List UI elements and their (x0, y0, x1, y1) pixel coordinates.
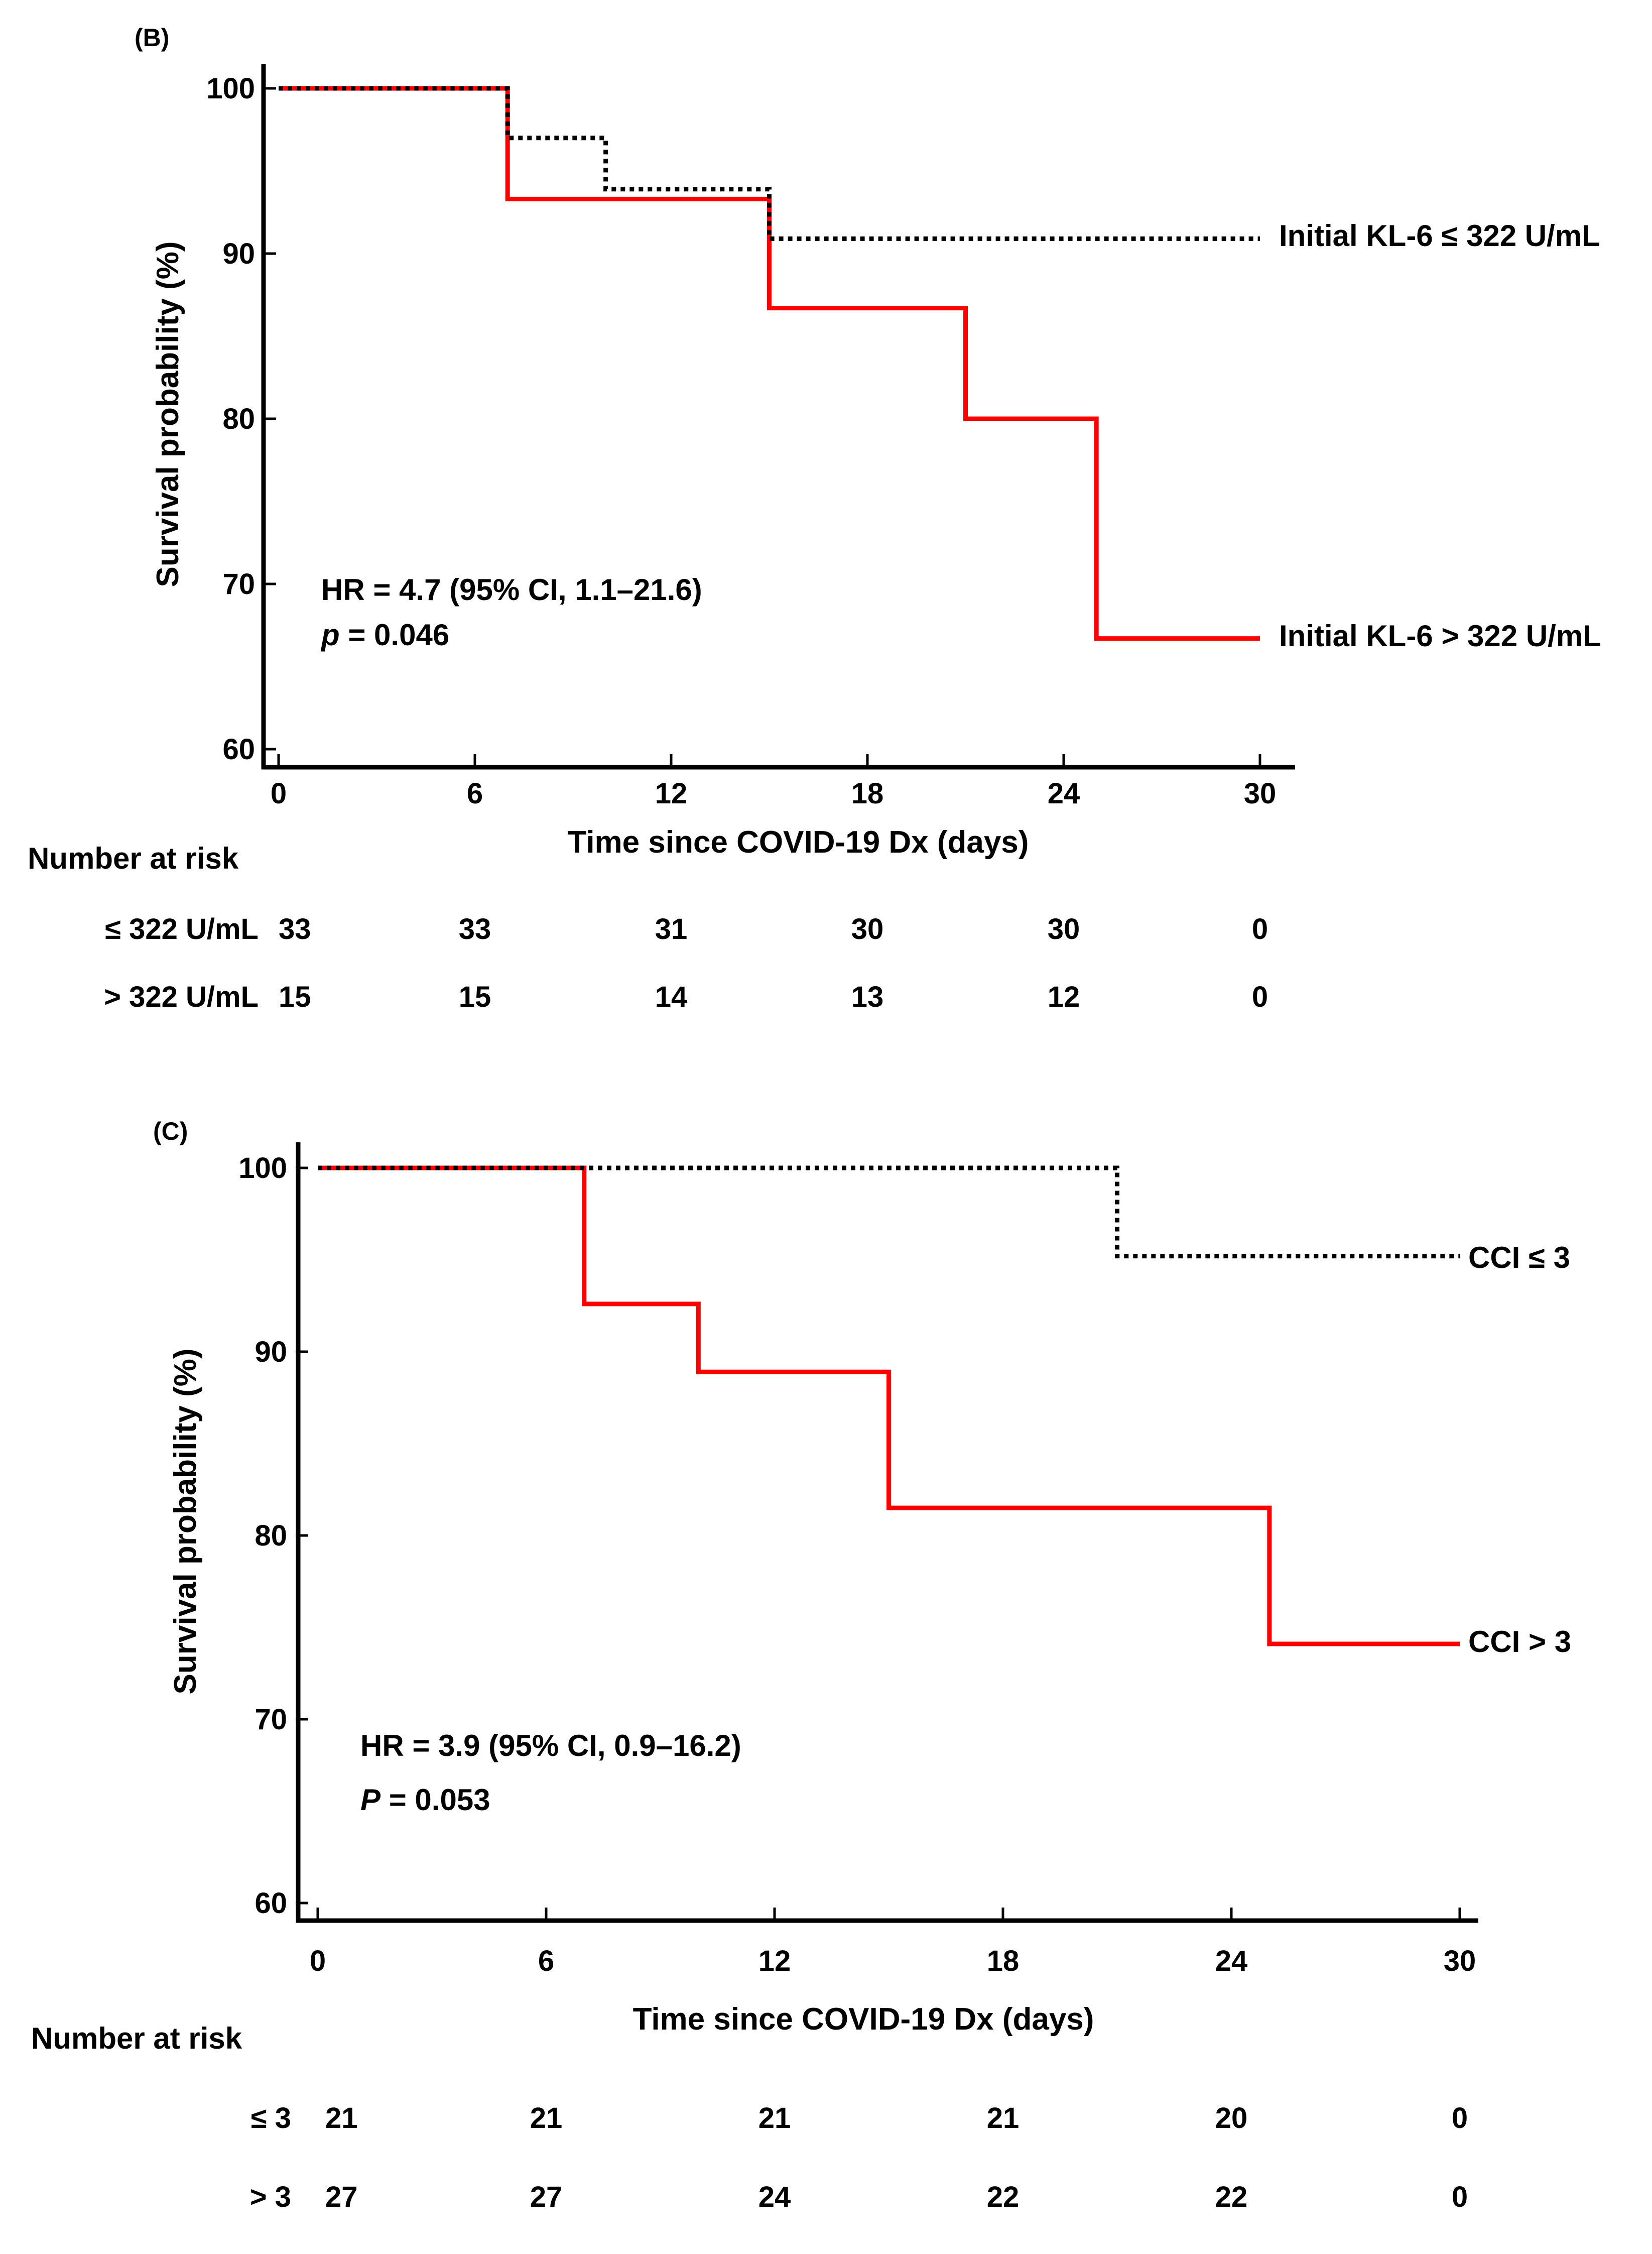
panel-b-risk-row-0-cell-2: 31 (655, 913, 688, 945)
panel-b-risk-cells: 33 33 31 30 30 0 15 15 14 13 12 0 (279, 913, 1268, 1013)
panel-c-curves (318, 1165, 1460, 1646)
panel-c-risk-row-1-cell-3: 22 (987, 2181, 1020, 2213)
panel-c-risk-row-label-1: > 3 (250, 2181, 291, 2213)
panel-c-ticks: 0 6 12 18 24 30 60 70 80 90 100 (238, 1152, 1476, 1977)
panel-b-risk-row-label-0: ≤ 322 U/mL (105, 913, 259, 945)
panel-b-risk-row-1-cell-4: 12 (1048, 981, 1080, 1013)
panel-c-risk-cells: 21 21 21 21 20 0 27 27 24 22 22 0 (325, 2102, 1468, 2213)
panel-b-risk-row-1-cell-3: 13 (851, 981, 884, 1013)
panel-c-p-letter: P (360, 1783, 381, 1817)
panel-b-x-tick-label-0: 0 (271, 777, 287, 810)
panel-b-y-tick-label-60: 60 (222, 733, 255, 766)
panel-b-risk-row-0-cell-1: 33 (459, 913, 491, 945)
panel-b-hazard-ratio: HR = 4.7 (95% CI, 1.1–21.6) (321, 573, 702, 607)
panel-c-curve-high-risk-group (318, 1165, 1460, 1646)
panel-c-risk-title: Number at risk (31, 2022, 242, 2055)
panel-b-x-tick-label-12: 12 (655, 777, 688, 810)
panel-c-risk-row-1-cell-4: 22 (1215, 2181, 1248, 2213)
panel-b-risk-row-0-cell-0: 33 (279, 913, 311, 945)
panel-b-risk-row-0-cell-4: 30 (1048, 913, 1080, 945)
panel-c-p-value: P = 0.053 (360, 1783, 490, 1817)
panel-c-x-tick-label-0: 0 (310, 1945, 326, 1977)
panel-c-risk-row-label-0: ≤ 3 (251, 2102, 291, 2134)
panel-b-risk-row-1-cell-0: 15 (279, 981, 311, 1013)
panel-c-y-tick-label-90: 90 (255, 1336, 287, 1368)
panel-c-risk-row-1-cell-0: 27 (325, 2181, 358, 2213)
panel-c-x-tick-label-18: 18 (987, 1945, 1020, 1977)
panel-b-y-tick-label-100: 100 (206, 72, 255, 105)
panel-b-risk-table: Number at risk ≤ 322 U/mL > 322 U/mL 33 3… (28, 842, 1268, 1013)
panel-c-risk-row-0-cell-0: 21 (325, 2102, 358, 2134)
panel-b-risk-row-0-cell-3: 30 (851, 913, 884, 945)
panel-c-x-tick-label-12: 12 (758, 1945, 791, 1977)
panel-c-risk-row-0-cell-1: 21 (530, 2102, 563, 2134)
panel-b-y-tick-label-80: 80 (222, 403, 255, 435)
panel-b-label: (B) (135, 24, 169, 52)
panel-c: (C) 0 6 12 18 24 30 60 70 80 90 100 Survival proba… (31, 1117, 1571, 2213)
panel-c-curve-low-risk-group (318, 1165, 1460, 1259)
panel-c-series-label-low: CCI ≤ 3 (1468, 1241, 1570, 1274)
panel-b-curve-high-risk-group (279, 86, 1260, 641)
panel-b-x-tick-label-18: 18 (851, 777, 884, 810)
panel-c-p-number: = 0.053 (380, 1783, 490, 1817)
panel-b-x-tick-label-24: 24 (1048, 777, 1080, 810)
panel-c-series-label-high: CCI > 3 (1468, 1625, 1571, 1658)
panel-c-x-tick-label-6: 6 (538, 1945, 554, 1977)
panel-c-label: (C) (153, 1117, 188, 1145)
panel-b-risk-row-1-cell-5: 0 (1252, 981, 1268, 1013)
panel-c-y-tick-label-80: 80 (255, 1519, 287, 1552)
panel-b-y-axis-title: Survival probability (%) (151, 241, 185, 587)
panel-c-risk-row-0-cell-4: 20 (1215, 2102, 1248, 2134)
panel-b-curves (279, 86, 1260, 641)
panel-c-risk-table: Number at risk ≤ 3 > 3 21 21 21 21 20 0 27 27 24… (31, 2022, 1468, 2213)
panel-b-y-tick-label-90: 90 (222, 238, 255, 270)
panel-b-p-number: = 0.046 (340, 618, 450, 652)
panel-c-y-tick-label-100: 100 (238, 1152, 287, 1184)
panel-b-risk-title: Number at risk (28, 842, 239, 875)
panel-b: (B) 0 6 12 18 24 30 60 70 80 90 100 Survival proba… (28, 24, 1601, 1013)
panel-c-x-axis-title: Time since COVID-19 Dx (days) (633, 2002, 1094, 2037)
panel-b-x-tick-label-6: 6 (467, 777, 483, 810)
panel-b-y-tick-label-70: 70 (222, 568, 255, 601)
panel-c-x-tick-label-24: 24 (1215, 1945, 1248, 1977)
panel-b-series-label-low: Initial KL-6 ≤ 322 U/mL (1279, 219, 1600, 253)
panel-c-y-tick-label-60: 60 (255, 1887, 287, 1920)
panel-b-x-axis-title: Time since COVID-19 Dx (days) (568, 825, 1029, 860)
panel-b-risk-row-0-cell-5: 0 (1252, 913, 1268, 945)
panel-b-p-value: p = 0.046 (320, 618, 449, 652)
panel-b-p-letter: p (320, 618, 340, 652)
panel-c-risk-row-1-cell-1: 27 (530, 2181, 563, 2213)
panel-b-ticks: 0 6 12 18 24 30 60 70 80 90 100 (206, 72, 1276, 810)
panel-c-risk-row-0-cell-2: 21 (758, 2102, 791, 2134)
panel-c-risk-row-0-cell-5: 0 (1452, 2102, 1468, 2134)
panel-b-curve-low-risk-group (279, 86, 1260, 241)
panel-c-risk-row-1-cell-2: 24 (758, 2181, 791, 2213)
panel-c-x-tick-label-30: 30 (1444, 1945, 1476, 1977)
panel-c-y-axis-title: Survival probability (%) (168, 1348, 203, 1694)
panel-b-x-tick-label-30: 30 (1244, 777, 1277, 810)
panel-c-hazard-ratio: HR = 3.9 (95% CI, 0.9–16.2) (360, 1729, 741, 1762)
panel-c-y-tick-label-70: 70 (255, 1703, 287, 1736)
panel-b-axes (261, 64, 1295, 770)
panel-c-risk-row-1-cell-5: 0 (1452, 2181, 1468, 2213)
panel-c-risk-row-0-cell-3: 21 (987, 2102, 1020, 2134)
panel-b-risk-row-1-cell-1: 15 (459, 981, 491, 1013)
panel-b-risk-row-label-1: > 322 U/mL (104, 981, 259, 1013)
panel-b-risk-row-1-cell-2: 14 (655, 981, 688, 1013)
panel-b-series-label-high: Initial KL-6 > 322 U/mL (1279, 619, 1601, 653)
panel-c-axes (296, 1142, 1478, 1923)
